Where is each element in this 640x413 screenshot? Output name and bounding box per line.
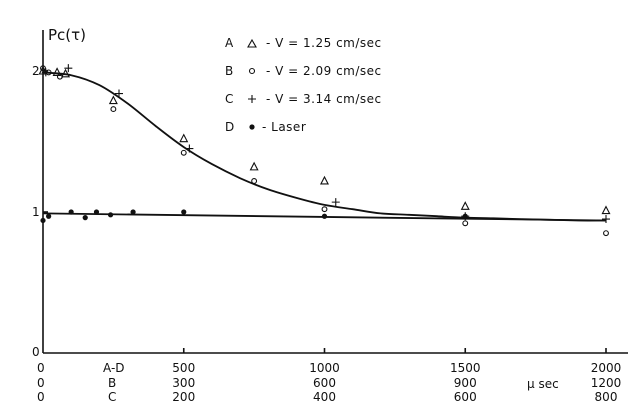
x-row-label-c: C	[108, 390, 116, 404]
x-tick-label: 0	[37, 376, 45, 390]
legend-key-a: A	[225, 36, 234, 50]
point-a	[601, 205, 611, 215]
point-d	[40, 217, 46, 224]
legend-label-d: - Laser	[262, 120, 306, 134]
legend-key-b: B	[225, 64, 234, 78]
y-tick-1: 1	[32, 205, 40, 219]
x-tick-label: 1200	[591, 376, 622, 390]
x-tick-label: 1000	[309, 361, 340, 375]
x-tick-label: 800	[595, 390, 618, 404]
point-d	[68, 209, 74, 215]
point-a	[61, 68, 71, 78]
y-tick-0: 0	[32, 345, 40, 359]
x-tick-label: 900	[454, 376, 477, 390]
point-a	[249, 161, 259, 171]
point-c	[331, 198, 340, 207]
y-axis-label: Pc(τ)	[48, 26, 86, 44]
x-tick-label: 200	[172, 390, 195, 404]
point-a	[52, 67, 62, 76]
x-tick-label: 500	[172, 361, 195, 375]
point-d	[46, 213, 52, 219]
x-tick-label: 600	[454, 390, 477, 404]
legend-marker-a	[247, 38, 257, 48]
point-c	[115, 89, 124, 98]
x-tick-label: 400	[313, 390, 336, 404]
x-unit-label: μ sec	[527, 377, 559, 391]
point-d	[93, 209, 100, 215]
point-b	[603, 230, 609, 237]
legend-label-a: - V = 1.25 cm/sec	[266, 36, 382, 50]
point-b	[40, 65, 46, 72]
point-c	[602, 215, 610, 224]
point-c	[185, 144, 194, 153]
point-c	[41, 68, 50, 77]
x-row-label-b: B	[108, 376, 116, 390]
x-tick-label: 300	[172, 376, 195, 390]
point-b	[56, 73, 63, 80]
point-b	[180, 149, 187, 156]
point-b	[110, 106, 117, 113]
point-d	[181, 209, 187, 215]
legend-label-b: - V = 2.09 cm/sec	[266, 64, 382, 78]
x-row-label-ad: A-D	[103, 361, 125, 375]
legend-key-d: D	[225, 120, 235, 134]
point-a	[319, 175, 330, 185]
point-d	[130, 209, 136, 215]
point-c	[64, 64, 73, 73]
point-a	[108, 95, 118, 105]
legend-label-c: - V = 3.14 cm/sec	[266, 92, 382, 106]
point-b	[462, 220, 469, 227]
point-a	[179, 133, 189, 143]
x-tick-label: 0	[37, 390, 45, 404]
x-tick-label: 2000	[591, 361, 622, 375]
legend-key-c: C	[225, 92, 234, 106]
x-tick-label: 1500	[450, 361, 481, 375]
point-d	[321, 213, 328, 219]
point-b	[251, 178, 258, 184]
x-tick-label: 600	[313, 376, 336, 390]
x-tick-label: 0	[37, 361, 45, 375]
point-b	[321, 206, 328, 213]
point-d	[82, 215, 88, 221]
legend: A - V = 1.25 cm/sec B - V = 2.09 cm/sec …	[225, 36, 382, 134]
point-a	[460, 201, 470, 210]
y-tick-2: 2	[32, 64, 40, 78]
point-d	[462, 213, 468, 219]
legend-marker-c	[248, 95, 256, 103]
point-d	[107, 212, 114, 218]
data-points	[38, 64, 611, 237]
legend-marker-d	[249, 124, 255, 130]
legend-marker-b	[248, 67, 256, 75]
